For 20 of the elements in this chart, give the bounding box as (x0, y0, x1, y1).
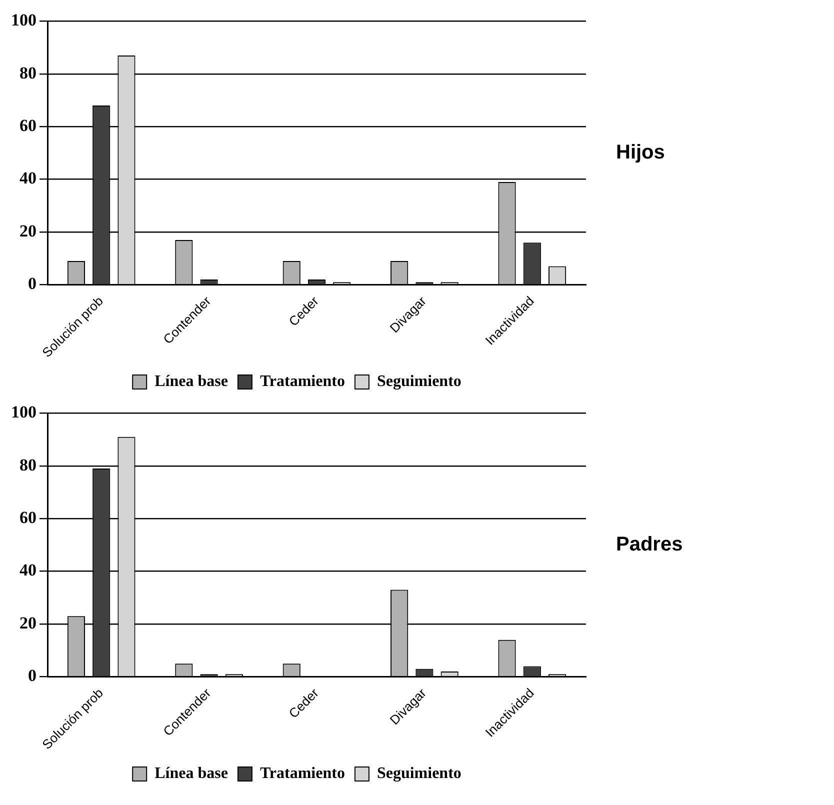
legend-label: Línea base (154, 765, 228, 782)
legend-label: Seguimiento (376, 765, 462, 782)
legend-label: Tratamiento (260, 765, 345, 782)
y-tick-label: 60 (20, 116, 36, 136)
legend-label: Seguimiento (376, 373, 462, 390)
y-tick-label: 0 (28, 666, 36, 686)
y-tick-label: 40 (20, 560, 36, 580)
legend-label: Tratamiento (260, 373, 345, 390)
y-tick-label: 0 (28, 274, 36, 294)
legend-label: Línea base (154, 373, 228, 390)
y-tick-label: 60 (20, 508, 36, 528)
y-tick-label: 80 (20, 455, 36, 474)
y-tick-label: 20 (20, 613, 36, 632)
y-tick-label: 100 (11, 10, 36, 30)
y-tick-label: 100 (11, 402, 36, 422)
text: Hijos (616, 141, 665, 164)
y-tick-label: 40 (20, 168, 36, 188)
y-tick-label: 20 (20, 221, 36, 240)
y-tick-label: 80 (20, 63, 36, 82)
text: Padres (616, 533, 683, 556)
